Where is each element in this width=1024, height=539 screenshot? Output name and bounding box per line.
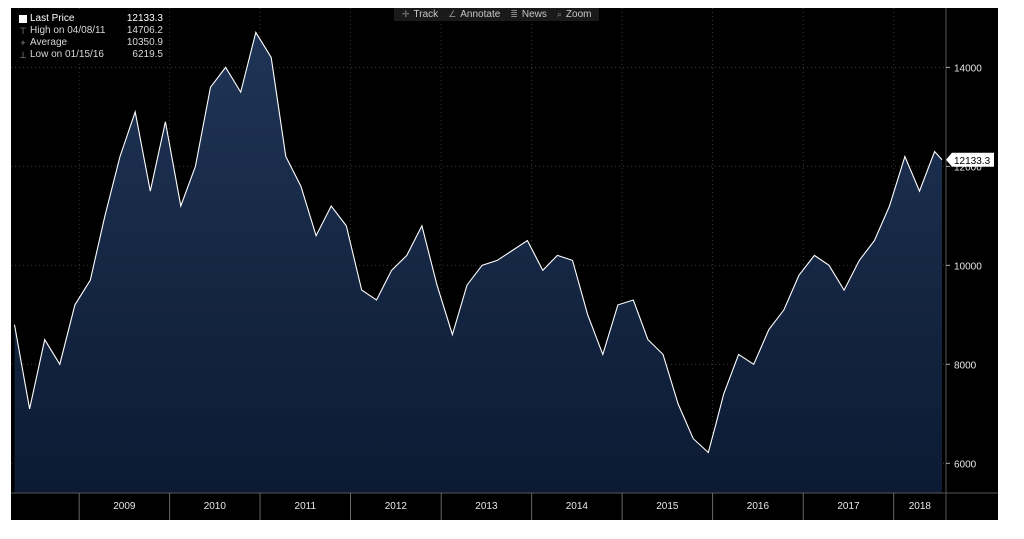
x-tick-label: 2011 [295, 501, 317, 512]
low-marker-icon: ⊥ [19, 50, 27, 60]
last-value-label: 12133.3 [954, 156, 991, 167]
low-label: Low on 01/15/16 [30, 49, 104, 60]
high-value: 14706.2 [126, 25, 163, 36]
average-marker-icon: + [20, 38, 26, 48]
chart-legend: Last Price 12133.3 ⊤ High on 04/08/11 147… [16, 12, 166, 62]
x-tick-label: 2012 [385, 501, 408, 512]
x-tick-label: 2009 [113, 501, 136, 512]
annotate-button[interactable]: ∠ Annotate [448, 9, 501, 20]
x-tick-label: 2015 [656, 501, 679, 512]
legend-row-average: + Average 10350.9 [19, 37, 163, 49]
y-tick-label: 10000 [954, 261, 982, 272]
series-line [13, 31, 943, 454]
chart-toolbar: ✛ Track ∠ Annotate ≣ News ⌕ Zoom [394, 8, 600, 21]
x-tick-label: 2018 [909, 501, 932, 512]
x-tick-label: 2014 [566, 501, 589, 512]
y-tick-label: 6000 [954, 459, 977, 470]
chart-area: 6000 8000 10000 12000 14000 2009 2010 2011 2012 2… [11, 8, 998, 520]
track-button[interactable]: ✛ Track [402, 9, 439, 20]
pencil-icon: ∠ [448, 9, 457, 19]
news-button[interactable]: ≣ News [510, 9, 547, 20]
magnifier-icon: ⌕ [556, 9, 562, 19]
legend-row-last-price: Last Price 12133.3 [19, 13, 163, 25]
zoom-button[interactable]: ⌕ Zoom [556, 9, 592, 20]
x-tick-label: 2010 [204, 501, 227, 512]
x-tick-label: 2017 [837, 501, 860, 512]
crosshair-icon: ✛ [402, 9, 410, 19]
x-tick-label: 2016 [747, 501, 770, 512]
y-tick-label: 8000 [954, 360, 977, 371]
last-value-tag [946, 152, 994, 167]
last-price-label: Last Price [30, 13, 75, 24]
last-price-value: 12133.3 [126, 13, 163, 24]
news-icon: ≣ [510, 9, 518, 19]
high-label: High on 04/08/11 [30, 25, 106, 36]
series-area [14, 32, 942, 494]
legend-row-high: ⊤ High on 04/08/11 14706.2 [19, 25, 163, 37]
low-value: 6219.5 [132, 49, 163, 60]
series-swatch-icon [19, 15, 27, 23]
legend-row-low: ⊥ Low on 01/15/16 6219.5 [19, 49, 163, 61]
average-value: 10350.9 [126, 37, 163, 48]
price-chart: 6000 8000 10000 12000 14000 2009 2010 2011 2012 2… [11, 8, 998, 520]
average-label: Average [30, 37, 68, 48]
y-tick-label: 12000 [954, 162, 982, 173]
x-tick-label: 2013 [475, 501, 498, 512]
y-tick-label: 14000 [954, 63, 982, 74]
high-marker-icon: ⊤ [19, 26, 27, 36]
